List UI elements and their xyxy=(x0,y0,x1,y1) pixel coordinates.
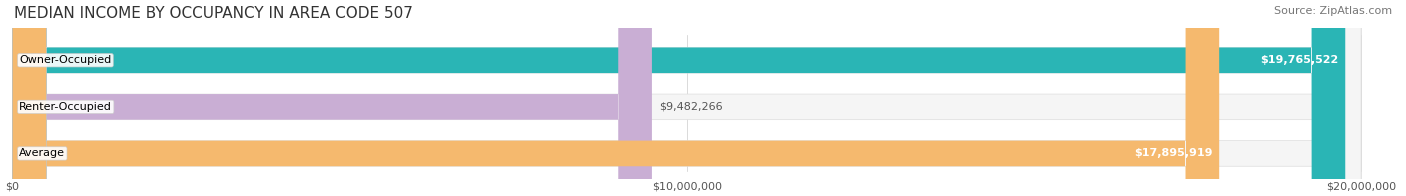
Text: $17,895,919: $17,895,919 xyxy=(1135,148,1212,158)
Text: Owner-Occupied: Owner-Occupied xyxy=(20,55,111,65)
FancyBboxPatch shape xyxy=(13,0,652,196)
FancyBboxPatch shape xyxy=(13,0,1219,196)
Text: Average: Average xyxy=(20,148,65,158)
Text: $19,765,522: $19,765,522 xyxy=(1260,55,1339,65)
FancyBboxPatch shape xyxy=(13,0,1346,196)
Text: Source: ZipAtlas.com: Source: ZipAtlas.com xyxy=(1274,6,1392,16)
FancyBboxPatch shape xyxy=(13,0,1361,196)
Text: MEDIAN INCOME BY OCCUPANCY IN AREA CODE 507: MEDIAN INCOME BY OCCUPANCY IN AREA CODE … xyxy=(14,6,413,21)
FancyBboxPatch shape xyxy=(13,0,1361,196)
Text: $9,482,266: $9,482,266 xyxy=(658,102,723,112)
Text: Renter-Occupied: Renter-Occupied xyxy=(20,102,112,112)
FancyBboxPatch shape xyxy=(13,0,1361,196)
